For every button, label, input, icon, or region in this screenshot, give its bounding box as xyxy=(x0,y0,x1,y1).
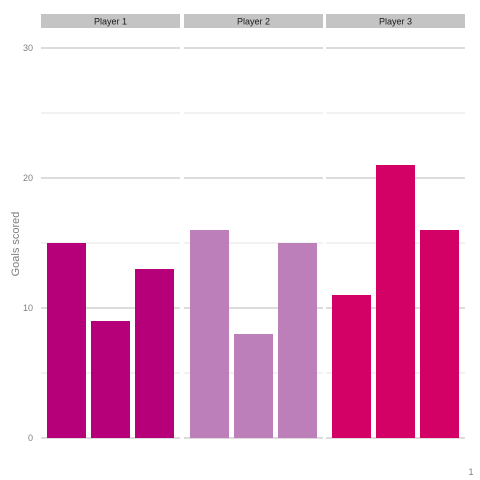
bar xyxy=(135,269,174,438)
y-axis-title: Goals scored xyxy=(10,212,22,277)
bar xyxy=(376,165,415,438)
facet-strip xyxy=(41,14,180,28)
bar xyxy=(47,243,86,438)
y-tick-label: 0 xyxy=(28,433,33,443)
y-axis-ticks: 0 10 20 30 xyxy=(23,43,33,443)
y-tick-label: 20 xyxy=(23,173,33,183)
facet-strip-label: Player 1 xyxy=(94,17,127,27)
facet-strip-label: Player 3 xyxy=(379,17,412,27)
facet-strip-label: Player 2 xyxy=(237,17,270,27)
bar xyxy=(91,321,130,438)
bar xyxy=(332,295,371,438)
bar xyxy=(278,243,317,438)
bar xyxy=(234,334,273,438)
y-tick-label: 10 xyxy=(23,303,33,313)
facet-strip xyxy=(184,14,323,28)
bar xyxy=(190,230,229,438)
x-tick-label: 1 xyxy=(468,467,473,477)
facet-strip xyxy=(326,14,465,28)
y-tick-label: 30 xyxy=(23,43,33,53)
bars xyxy=(47,165,459,438)
facet-strips: Player 1 Player 2 Player 3 xyxy=(41,14,465,28)
bar xyxy=(420,230,459,438)
